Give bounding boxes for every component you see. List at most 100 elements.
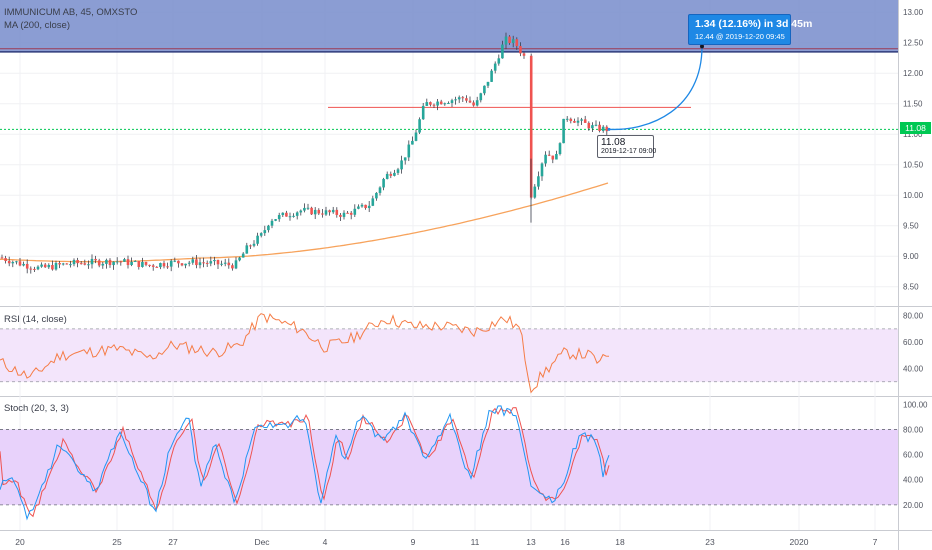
candle-body [69, 264, 72, 266]
candle-body [493, 63, 497, 71]
candle-body [105, 259, 108, 264]
candle-body [461, 97, 465, 99]
candle-body [425, 102, 429, 106]
candle-body [594, 124, 598, 126]
date-tick-label: 11 [471, 537, 480, 547]
candle-body [385, 173, 389, 179]
candle-body [511, 39, 515, 44]
candle-body [123, 259, 126, 262]
candle-body [61, 263, 65, 265]
rsi-band [0, 328, 898, 382]
candle-body [504, 36, 508, 45]
candle-body [601, 126, 605, 131]
candle-body [191, 259, 195, 263]
candle-body [141, 261, 144, 267]
candle-body [97, 260, 101, 266]
candle-body [256, 235, 259, 244]
candle-body [83, 263, 87, 265]
rsi-line [0, 313, 610, 394]
candle-body [558, 143, 562, 155]
candle-body [202, 262, 205, 264]
candle-body [306, 207, 310, 209]
candle-body [583, 119, 587, 123]
candle-body [522, 53, 526, 56]
rsi-tick-label: 60.00 [903, 338, 924, 347]
date-tick-label: Dec [254, 537, 270, 547]
rsi-tick-label: 40.00 [903, 365, 924, 374]
candle-body [508, 36, 511, 44]
candle-body [137, 261, 141, 267]
candle-body [126, 259, 130, 266]
candle-body [220, 263, 223, 265]
candle-body [90, 258, 94, 265]
candle-body [382, 178, 385, 188]
candle-body [18, 261, 22, 266]
candle-body [313, 209, 317, 215]
candle-body [529, 55, 533, 198]
date-tick-label: 23 [705, 537, 715, 547]
chart-title: IMMUNICUM AB, 45, OMXSTO [4, 7, 138, 18]
price-tick-label: 9.00 [903, 252, 919, 261]
candle-body [497, 58, 501, 64]
candle-body [411, 140, 414, 145]
candle-body [353, 208, 357, 215]
candle-body [148, 264, 151, 266]
candle-body [573, 121, 576, 123]
projection-startpoint [607, 127, 611, 131]
candle-body [544, 154, 547, 164]
date-tick-label: 2020 [790, 537, 809, 547]
candle-body [54, 262, 58, 270]
tooltip-datetime: 2019-12-17 09:00 [601, 148, 657, 155]
projection-arc [608, 46, 703, 130]
candle-body [562, 118, 565, 144]
candle-body [501, 44, 504, 59]
candle-body [450, 100, 454, 103]
candle-body [151, 265, 155, 267]
candle-body [115, 261, 119, 263]
candle-body [277, 215, 281, 220]
price-tick-label: 9.50 [903, 222, 919, 231]
candle-body [47, 264, 51, 268]
price-tooltip: 11.08 2019-12-17 09:00 [597, 135, 657, 158]
candle-body [335, 209, 339, 215]
date-tick-label: 27 [168, 537, 178, 547]
candle-body [389, 173, 393, 176]
date-tick-label: 25 [112, 537, 122, 547]
candle-body [36, 266, 40, 270]
candle-body [407, 144, 411, 158]
candle-body [241, 253, 245, 258]
candle-body [87, 264, 90, 266]
candle-body [580, 119, 583, 121]
candle-body [162, 263, 166, 267]
candle-body [468, 100, 472, 103]
projection-label[interactable]: 1.34 (12.16%) in 3d 45m 12.44 @ 2019-12-… [688, 14, 812, 45]
candle-body [270, 220, 274, 226]
candle-body [346, 212, 349, 214]
candle-body [184, 263, 187, 266]
stoch-legend: Stoch (20, 3, 3) [4, 403, 69, 414]
stoch-tick-label: 100.00 [903, 400, 928, 409]
price-tick-label: 12.50 [903, 39, 924, 48]
price-tick-label: 8.50 [903, 283, 919, 292]
candle-body [475, 100, 479, 106]
candle-body [454, 99, 457, 101]
candle-body [342, 212, 346, 217]
candle-body [51, 264, 54, 270]
candle-body [267, 225, 270, 231]
candle-body [576, 120, 580, 123]
stoch-tick-label: 80.00 [903, 425, 924, 434]
candle-body [486, 81, 490, 86]
last-price-badge: 11.08 [900, 122, 931, 134]
candle-body [565, 118, 569, 120]
candle-body [180, 263, 184, 266]
candle-body [25, 263, 29, 269]
candle-body [4, 258, 7, 262]
candle-body [303, 207, 306, 211]
stoch-tick-label: 60.00 [903, 451, 924, 460]
candle-body [198, 262, 202, 266]
candle-body [533, 186, 537, 198]
ma-legend: MA (200, close) [4, 20, 70, 31]
candle-body [472, 102, 475, 106]
candle-body [321, 213, 324, 215]
